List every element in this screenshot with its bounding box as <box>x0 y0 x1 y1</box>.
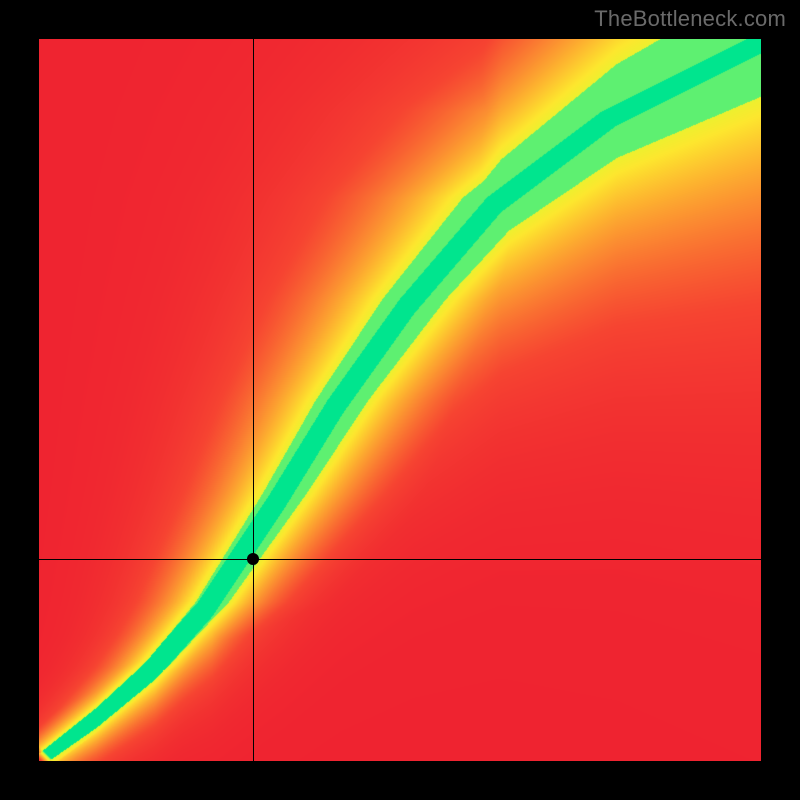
watermark-text: TheBottleneck.com <box>594 6 786 32</box>
crosshair-vertical <box>253 39 254 761</box>
data-point-marker <box>247 553 259 565</box>
crosshair-horizontal <box>39 559 761 560</box>
chart-container: TheBottleneck.com <box>0 0 800 800</box>
heatmap-canvas <box>39 39 761 761</box>
